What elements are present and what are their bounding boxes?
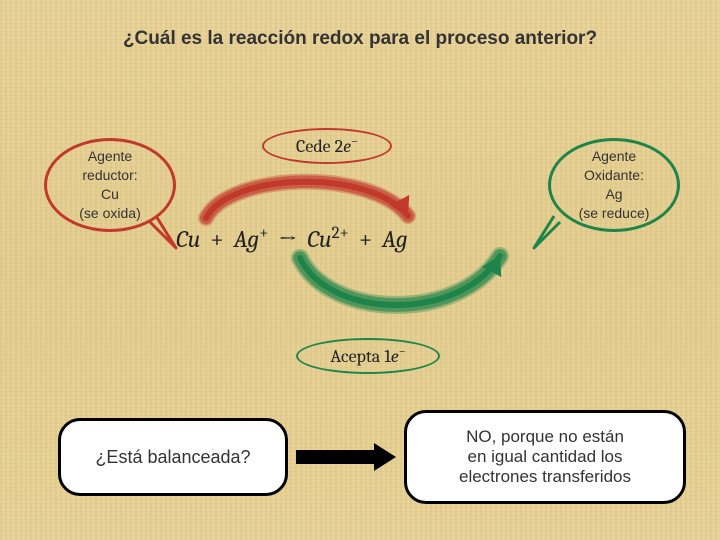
slide-title: ¿Cuál es la reacción redox para el proce…: [0, 28, 720, 50]
gain-electrons-text: Acepta 1e−: [330, 345, 405, 367]
connector-arrow: [296, 443, 396, 471]
equation-term: Ag+: [234, 224, 269, 253]
equation-term: Cu: [176, 225, 200, 253]
equation-term: +: [210, 225, 223, 253]
redox-equation: Cu + Ag+ → Cu2+ + Ag: [176, 224, 408, 253]
reducing-agent-text: Agente reductor: Cu (se oxida): [79, 147, 140, 223]
oxidizing-agent-bubble: Agente Oxidante: Ag (se reduce): [548, 138, 680, 232]
reducing-agent-bubble: Agente reductor: Cu (se oxida): [44, 138, 176, 232]
question-box: ¿Está balanceada?: [58, 418, 288, 496]
lose-electrons-text: Cede 2e−: [296, 135, 358, 157]
answer-box: NO, porque no están en igual cantidad lo…: [404, 410, 686, 504]
equation-term: Cu2+: [307, 224, 349, 253]
answer-text: NO, porque no están en igual cantidad lo…: [459, 427, 631, 487]
gain-electrons-label: Acepta 1e−: [296, 338, 440, 374]
question-text: ¿Está balanceada?: [95, 447, 250, 468]
oxidizing-agent-text: Agente Oxidante: Ag (se reduce): [579, 147, 650, 223]
equation-term: Ag: [382, 225, 407, 253]
reduction-arrow: [300, 256, 501, 305]
oxidation-arrow: [206, 182, 409, 218]
equation-term: +: [359, 225, 372, 253]
equation-term: →: [278, 225, 297, 253]
lose-electrons-label: Cede 2e−: [262, 128, 392, 164]
